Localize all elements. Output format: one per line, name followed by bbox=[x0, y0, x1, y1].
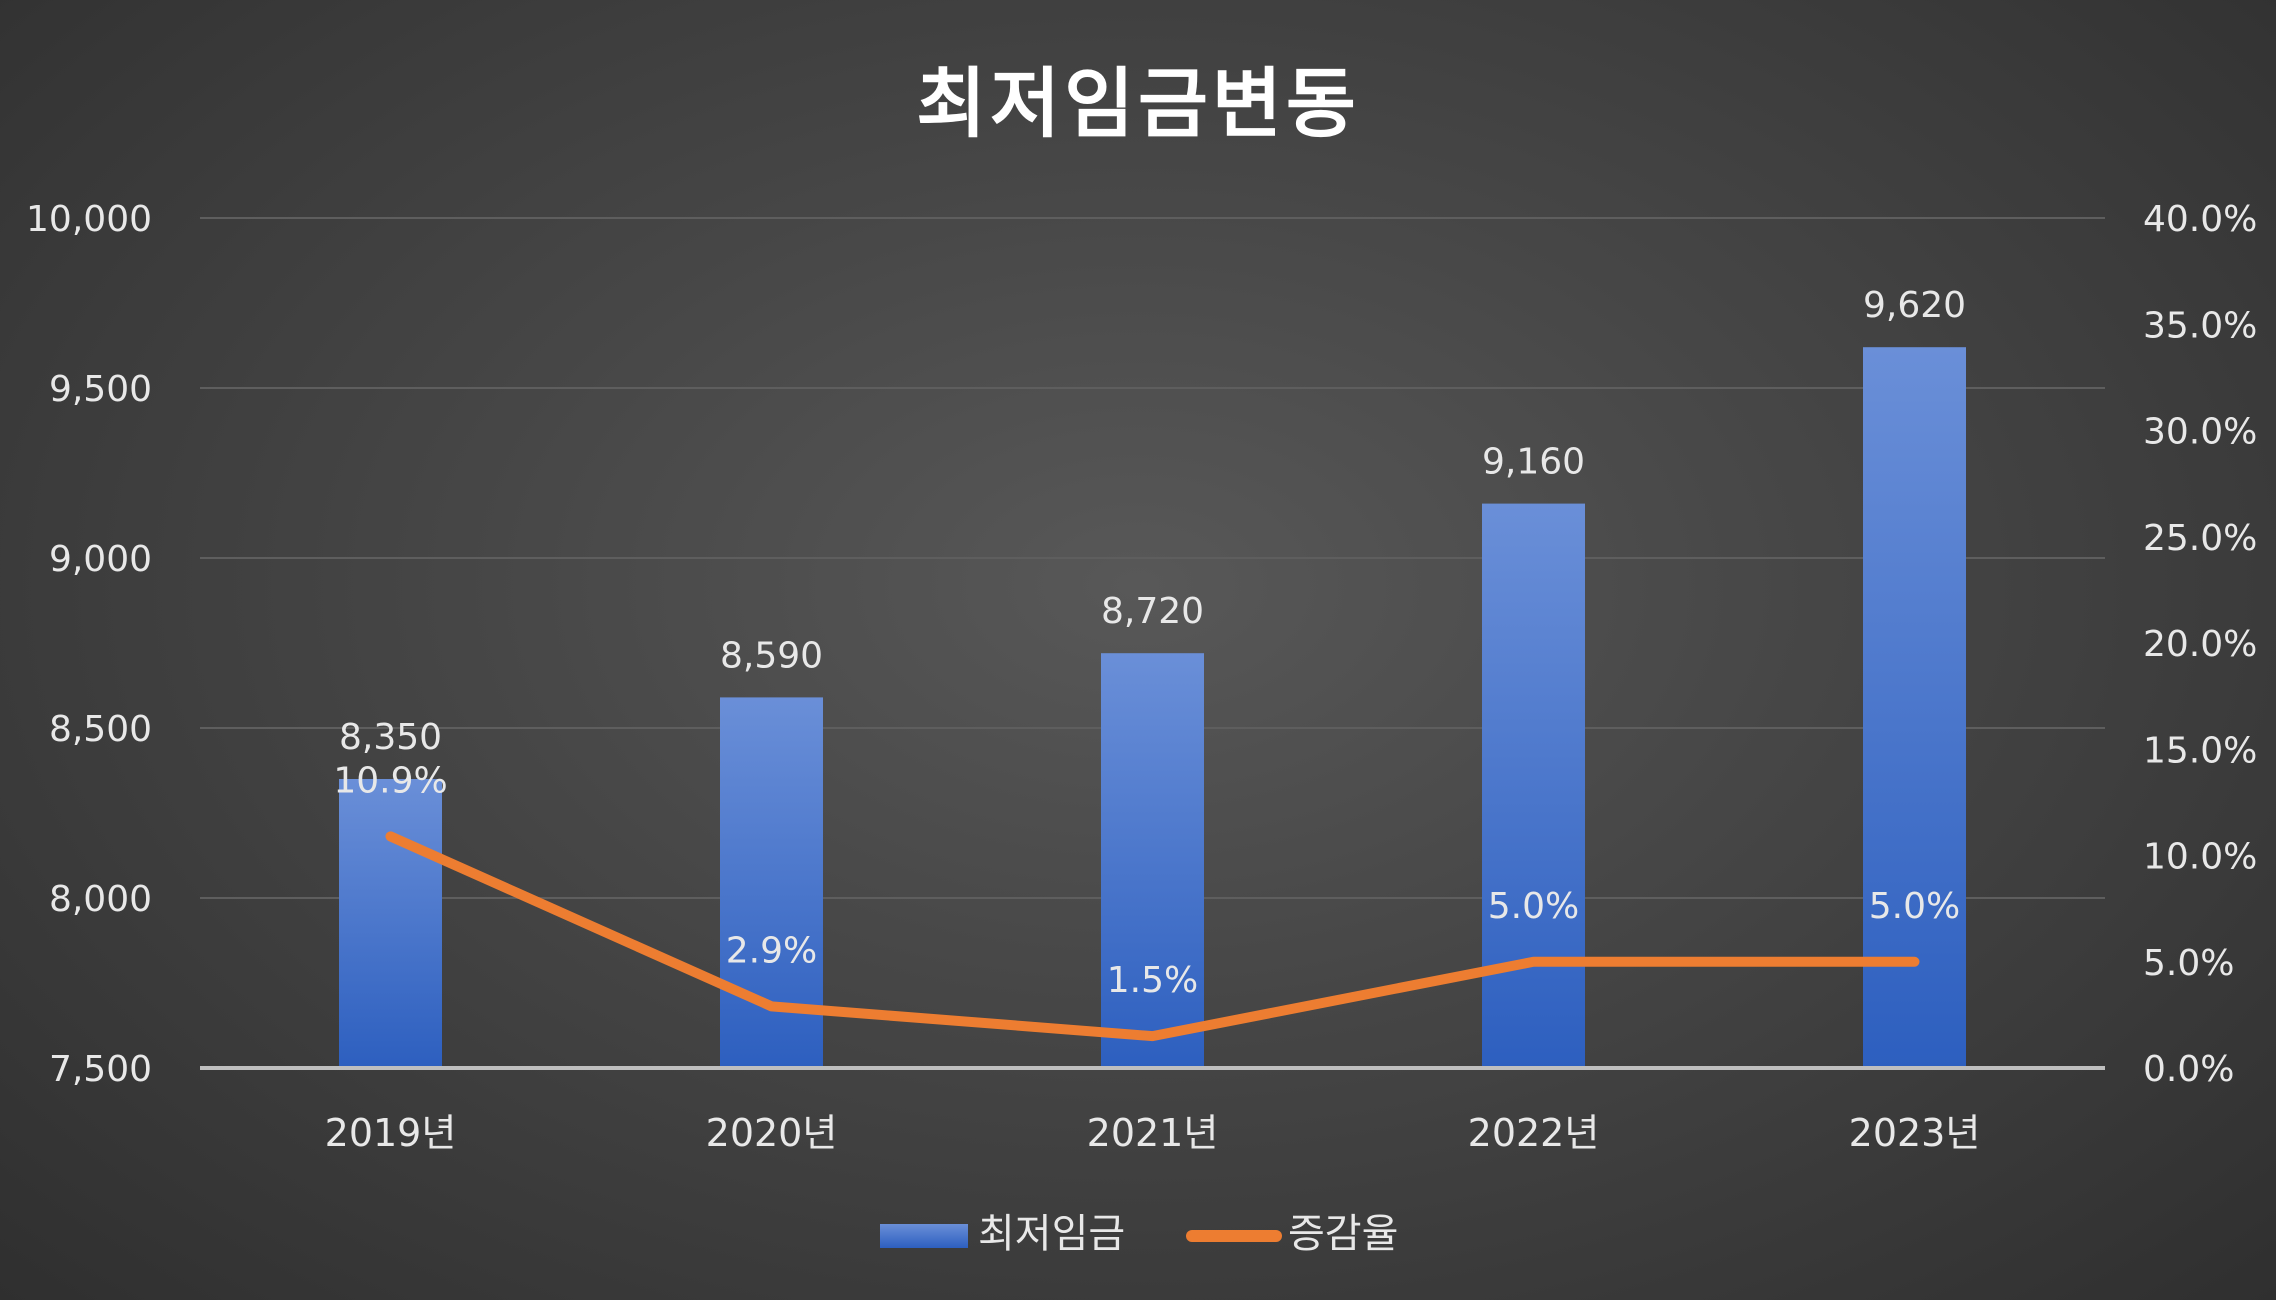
bar-data-label: 9,620 bbox=[1863, 285, 1966, 326]
bar-data-label: 8,350 bbox=[339, 717, 442, 758]
line-point bbox=[767, 1002, 776, 1011]
bar bbox=[1863, 347, 1966, 1068]
left-tick-label: 8,000 bbox=[49, 879, 152, 920]
left-tick-label: 9,000 bbox=[49, 539, 152, 580]
line-data-label: 5.0% bbox=[1869, 886, 1960, 927]
line-data-label: 5.0% bbox=[1488, 886, 1579, 927]
line-point bbox=[1529, 957, 1538, 966]
data-labels: 8,350 8,590 8,720 9,160 9,620 10.9% 2.9% 1.5% 5.… bbox=[333, 285, 1966, 1001]
right-tick-label: 20.0% bbox=[2143, 624, 2257, 665]
right-tick-label: 10.0% bbox=[2143, 837, 2257, 878]
left-tick-label: 8,500 bbox=[49, 709, 152, 750]
x-tick-label: 2019년 bbox=[325, 1111, 457, 1155]
right-tick-label: 40.0% bbox=[2143, 199, 2257, 240]
right-tick-label: 35.0% bbox=[2143, 305, 2257, 346]
left-y-axis: 7,500 8,000 8,500 9,000 9,500 10,000 bbox=[26, 199, 152, 1090]
right-tick-label: 5.0% bbox=[2143, 943, 2234, 984]
legend-line-label: 증감율 bbox=[1288, 1211, 1398, 1257]
line-point bbox=[1910, 957, 1919, 966]
left-tick-label: 7,500 bbox=[49, 1049, 152, 1090]
x-tick-label: 2021년 bbox=[1087, 1111, 1219, 1155]
line-data-label: 10.9% bbox=[333, 760, 447, 801]
legend: 최저임금 증감율 bbox=[880, 1211, 1398, 1257]
legend-bar-swatch bbox=[880, 1224, 968, 1248]
line-point bbox=[386, 832, 395, 841]
x-axis: 2019년 2020년 2021년 2022년 2023년 bbox=[325, 1111, 1981, 1155]
right-y-axis: 0.0% 5.0% 10.0% 15.0% 20.0% 25.0% 30.0% 35.0% 40… bbox=[2143, 199, 2257, 1090]
x-tick-label: 2020년 bbox=[706, 1111, 838, 1155]
right-tick-label: 15.0% bbox=[2143, 730, 2257, 771]
line-point bbox=[1148, 1032, 1157, 1041]
bar bbox=[1101, 653, 1204, 1068]
line-series bbox=[385, 831, 1920, 1042]
bar-data-label: 8,590 bbox=[720, 635, 823, 676]
left-tick-label: 10,000 bbox=[26, 199, 152, 240]
right-tick-label: 0.0% bbox=[2143, 1049, 2234, 1090]
bar-data-label: 8,720 bbox=[1101, 591, 1204, 632]
x-tick-label: 2023년 bbox=[1849, 1111, 1981, 1155]
bar bbox=[339, 779, 442, 1068]
left-tick-label: 9,500 bbox=[49, 369, 152, 410]
bar-data-label: 9,160 bbox=[1482, 442, 1585, 483]
chart-title: 최저임금변동 bbox=[916, 59, 1360, 148]
bar bbox=[1482, 503, 1585, 1069]
x-tick-label: 2022년 bbox=[1468, 1111, 1600, 1155]
right-tick-label: 30.0% bbox=[2143, 412, 2257, 453]
right-tick-label: 25.0% bbox=[2143, 518, 2257, 559]
line-data-label: 1.5% bbox=[1107, 960, 1198, 1001]
legend-bar-label: 최저임금 bbox=[978, 1211, 1125, 1257]
line-data-label: 2.9% bbox=[726, 930, 817, 971]
